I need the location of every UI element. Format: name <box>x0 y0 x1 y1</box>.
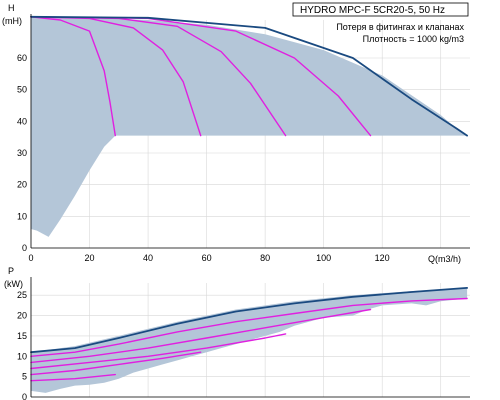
x-tick-label: 120 <box>375 253 390 263</box>
x-tick-label: 100 <box>316 253 331 263</box>
note-fittings: Потеря в фитингах и клапанах <box>336 22 464 32</box>
head-axis-label: H <box>8 3 15 13</box>
x-tick-label: 0 <box>28 253 33 263</box>
note-density: Плотность = 1000 kg/m3 <box>363 34 464 44</box>
chart-title: HYDRO MPC-F 5CR20-5, 50 Hz <box>300 5 445 16</box>
power-axis-label: P <box>8 266 14 276</box>
power-curve-3 <box>30 308 372 364</box>
head-operating-envelope <box>31 16 468 237</box>
head-y-tick-label: 30 <box>17 148 27 158</box>
power-curve-2 <box>30 297 468 357</box>
power-curves <box>30 287 468 382</box>
power-curve-1 <box>30 287 468 354</box>
head-axis-unit: (mH) <box>2 16 22 26</box>
head-curve-1 <box>30 16 116 137</box>
power-curve-4 <box>30 333 287 370</box>
power-axis-unit: (kW) <box>4 279 23 289</box>
power-y-tick-label: 0 <box>22 392 27 400</box>
flow-axis-label: Q(m3/h) <box>428 254 461 264</box>
head-y-tick-label: 50 <box>17 85 27 95</box>
power-y-tick-label: 25 <box>17 290 27 300</box>
head-y-tick-label: 20 <box>17 180 27 190</box>
head-chart-axes: 0 10 20 30 40 50 60 0 20 40 60 80 100 120 <box>17 14 470 263</box>
head-envelope <box>31 16 468 237</box>
power-curve-5 <box>30 351 202 376</box>
x-tick-label: 20 <box>85 253 95 263</box>
power-curve-6 <box>30 373 116 382</box>
power-y-tick-label: 5 <box>22 372 27 382</box>
power-y-tick-label: 20 <box>17 311 27 321</box>
power-y-tick-label: 10 <box>17 351 27 361</box>
head-y-tick-label: 60 <box>17 53 27 63</box>
x-tick-label: 80 <box>260 253 270 263</box>
head-curves <box>30 15 468 137</box>
head-y-tick-label: 10 <box>17 211 27 221</box>
x-tick-label: 60 <box>202 253 212 263</box>
power-chart-axes: 0 5 10 15 20 25 <box>17 277 470 400</box>
power-y-tick-label: 15 <box>17 331 27 341</box>
head-y-tick-label: 40 <box>17 116 27 126</box>
x-tick-label: 40 <box>143 253 153 263</box>
title-box <box>292 2 469 17</box>
head-y-tick-label: 0 <box>22 243 27 253</box>
head-curve-5 <box>30 15 468 137</box>
